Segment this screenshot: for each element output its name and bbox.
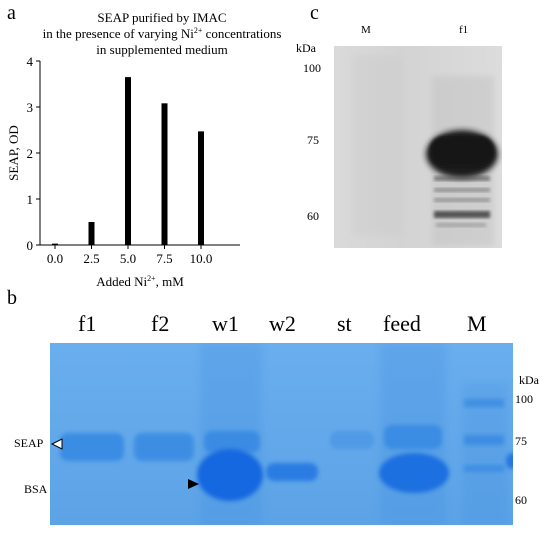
y-ticks: 0 1 2 3 4 bbox=[27, 54, 40, 253]
blot-minor-band-1 bbox=[434, 176, 490, 181]
gel-band-w1-seap bbox=[204, 431, 260, 453]
blot-marker-60: 60 bbox=[307, 209, 319, 223]
gel-band-feed-seap bbox=[384, 425, 442, 449]
gel-lane-label-w2: w2 bbox=[269, 311, 296, 336]
panel-a-chart: SEAP purified by IMAC in the presence of… bbox=[6, 10, 282, 289]
y-tick-label: 0 bbox=[27, 238, 34, 253]
blot-minor-band-3 bbox=[434, 198, 490, 202]
bar bbox=[88, 222, 95, 245]
y-tick-label: 4 bbox=[27, 54, 34, 69]
gel-lane-label-w1: w1 bbox=[212, 311, 239, 336]
blot-lane-label-m: M bbox=[361, 24, 371, 36]
chart-title-line-2-text: in the presence of varying Ni bbox=[43, 26, 195, 41]
gel-marker-75: 75 bbox=[515, 434, 527, 448]
blot-minor-band-4 bbox=[434, 211, 490, 218]
chart-title-superscript: 2+ bbox=[194, 26, 203, 35]
seap-arrow-icon bbox=[50, 438, 63, 450]
x-axis-label: Added Ni2+, mM bbox=[96, 274, 184, 289]
panel-c-letter: c bbox=[310, 2, 319, 24]
blot-lane-label-f1: f1 bbox=[459, 24, 469, 36]
bar bbox=[161, 103, 168, 245]
gel-kda-label: kDa bbox=[519, 373, 539, 387]
gel-marker-60: 60 bbox=[515, 493, 527, 507]
x-tick-label: 2.5 bbox=[83, 251, 99, 266]
sds-page-gel-image bbox=[50, 343, 513, 525]
seap-label: SEAP bbox=[14, 436, 44, 450]
bars bbox=[52, 77, 204, 245]
chart-title-line-3: in supplemented medium bbox=[96, 42, 227, 57]
blot-marker-75: 75 bbox=[307, 133, 319, 147]
gel-lane-label-f1: f1 bbox=[78, 311, 97, 336]
gel-lane-label-m: M bbox=[467, 311, 487, 336]
gel-edge-spot bbox=[506, 453, 513, 469]
gel-marker-100: 100 bbox=[515, 392, 533, 406]
x-tick-label: 0.0 bbox=[47, 251, 63, 266]
western-blot-image bbox=[334, 46, 502, 248]
blot-minor-band-5 bbox=[436, 223, 486, 227]
blot-marker-lane-smear bbox=[352, 56, 402, 236]
panel-b-letter: b bbox=[7, 287, 17, 309]
x-tick-label: 7.5 bbox=[156, 251, 172, 266]
gel-band-feed-bsa bbox=[379, 453, 449, 493]
gel-band-f2-seap bbox=[134, 433, 194, 461]
y-tick-label: 2 bbox=[27, 146, 34, 161]
bar bbox=[198, 131, 204, 245]
gel-lane-label-feed: feed bbox=[383, 311, 421, 336]
gel-ladder-75 bbox=[464, 435, 504, 445]
bar bbox=[52, 243, 58, 245]
gel-band-st bbox=[330, 431, 374, 449]
chart-title-line-2: in the presence of varying Ni2+ concentr… bbox=[43, 26, 282, 41]
x-axis-label-text: Added Ni bbox=[96, 274, 147, 289]
chart-title-line-1: SEAP purified by IMAC bbox=[97, 10, 226, 25]
x-ticks: 0.0 2.5 5.0 7.5 10.0 bbox=[47, 245, 213, 266]
gel-lane-label-f2: f2 bbox=[151, 311, 170, 336]
x-axis-label-superscript: 2+ bbox=[147, 274, 156, 283]
gel-band-w2-bsa bbox=[266, 463, 318, 481]
bar bbox=[125, 77, 131, 245]
gel-band-w1-bsa bbox=[197, 449, 263, 501]
blot-minor-band-2 bbox=[434, 188, 490, 192]
blot-kda-label: kDa bbox=[296, 41, 316, 55]
y-tick-label: 3 bbox=[27, 100, 34, 115]
gel-lane-label-st: st bbox=[337, 311, 352, 336]
y-tick-label: 1 bbox=[27, 192, 34, 207]
x-tick-label: 5.0 bbox=[120, 251, 136, 266]
panel-a-letter: a bbox=[7, 2, 16, 24]
bsa-label: BSA bbox=[24, 482, 48, 496]
gel-band-f1-seap bbox=[60, 433, 124, 461]
y-axis-label: SEAP, OD bbox=[6, 125, 21, 181]
x-axis-label-unit: , mM bbox=[156, 274, 185, 289]
gel-ladder-60 bbox=[464, 465, 504, 472]
gel-ladder-100 bbox=[464, 399, 504, 407]
x-tick-label: 10.0 bbox=[190, 251, 213, 266]
chart-title-line-2-after: concentrations bbox=[202, 26, 281, 41]
blot-marker-100: 100 bbox=[303, 61, 321, 75]
bsa-arrow-icon bbox=[188, 479, 199, 489]
blot-main-band-core bbox=[430, 136, 494, 166]
